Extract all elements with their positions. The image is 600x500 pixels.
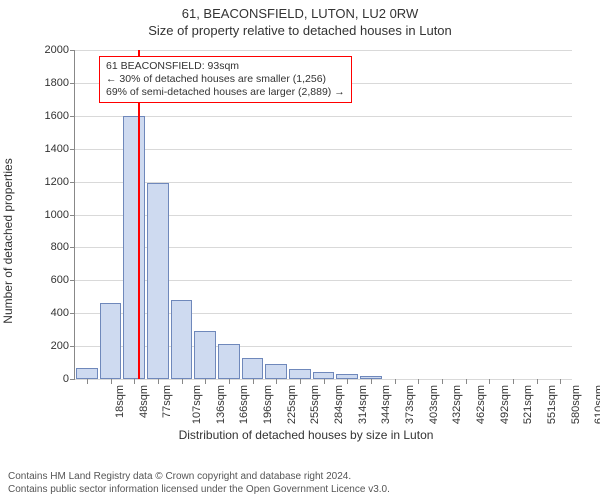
gridline	[75, 149, 572, 150]
y-tick-mark	[70, 116, 75, 117]
x-tick-label: 255sqm	[309, 385, 321, 424]
x-tick-label: 551sqm	[546, 385, 558, 424]
x-tick-mark	[347, 379, 348, 384]
x-tick-label: 225sqm	[286, 385, 298, 424]
x-tick-mark	[87, 379, 88, 384]
y-tick-mark	[70, 215, 75, 216]
x-tick-label: 403sqm	[428, 385, 440, 424]
x-tick-mark	[182, 379, 183, 384]
histogram-bar	[76, 368, 98, 380]
x-tick-label: 610sqm	[593, 385, 600, 424]
histogram-bar	[100, 303, 122, 379]
x-tick-label: 314sqm	[357, 385, 369, 424]
y-tick-mark	[70, 280, 75, 281]
x-tick-label: 580sqm	[570, 385, 582, 424]
gridline	[75, 50, 572, 51]
y-tick-mark	[70, 379, 75, 380]
x-tick-label: 107sqm	[191, 385, 203, 424]
x-tick-mark	[205, 379, 206, 384]
x-tick-label: 373sqm	[404, 385, 416, 424]
page-subtitle: Size of property relative to detached ho…	[0, 21, 600, 38]
histogram-bar	[147, 183, 169, 379]
gridline	[75, 116, 572, 117]
y-tick-label: 1800	[45, 77, 69, 89]
x-tick-mark	[466, 379, 467, 384]
histogram-bar	[265, 364, 287, 379]
y-tick-label: 1000	[45, 209, 69, 221]
y-tick-mark	[70, 346, 75, 347]
x-tick-label: 432sqm	[451, 385, 463, 424]
x-tick-mark	[395, 379, 396, 384]
x-tick-label: 48sqm	[138, 385, 150, 418]
x-tick-mark	[324, 379, 325, 384]
histogram-bar	[218, 344, 240, 379]
footer-line: Contains public sector information licen…	[8, 484, 390, 497]
x-tick-mark	[229, 379, 230, 384]
x-tick-mark	[253, 379, 254, 384]
histogram-bar	[289, 369, 311, 379]
histogram-bar	[242, 358, 264, 379]
y-tick-label: 0	[63, 373, 69, 385]
x-tick-label: 492sqm	[499, 385, 511, 424]
x-tick-label: 344sqm	[380, 385, 392, 424]
y-tick-label: 200	[51, 340, 69, 352]
histogram-bar	[123, 116, 145, 379]
x-tick-mark	[276, 379, 277, 384]
x-tick-mark	[134, 379, 135, 384]
x-tick-mark	[111, 379, 112, 384]
page-title: 61, BEACONSFIELD, LUTON, LU2 0RW	[0, 0, 600, 21]
y-axis-label: Number of detached properties	[1, 158, 15, 323]
x-tick-mark	[371, 379, 372, 384]
histogram-bar	[313, 372, 335, 379]
y-tick-label: 1200	[45, 176, 69, 188]
y-tick-mark	[70, 50, 75, 51]
y-tick-mark	[70, 83, 75, 84]
x-tick-mark	[560, 379, 561, 384]
x-tick-mark	[489, 379, 490, 384]
footer-attribution: Contains HM Land Registry data © Crown c…	[8, 471, 390, 496]
y-tick-label: 600	[51, 274, 69, 286]
x-tick-label: 284sqm	[333, 385, 345, 424]
y-tick-mark	[70, 313, 75, 314]
footer-line: Contains HM Land Registry data © Crown c…	[8, 471, 390, 484]
histogram-bar	[194, 331, 216, 379]
annotation-line: 61 BEACONSFIELD: 93sqm	[106, 60, 345, 73]
x-axis-label: Distribution of detached houses by size …	[179, 428, 434, 442]
x-tick-mark	[513, 379, 514, 384]
x-tick-label: 462sqm	[475, 385, 487, 424]
x-tick-mark	[158, 379, 159, 384]
marker-annotation: 61 BEACONSFIELD: 93sqm ← 30% of detached…	[99, 56, 352, 103]
y-tick-mark	[70, 149, 75, 150]
x-tick-label: 136sqm	[215, 385, 227, 424]
histogram-plot: 61 BEACONSFIELD: 93sqm ← 30% of detached…	[74, 50, 572, 380]
y-tick-label: 1600	[45, 110, 69, 122]
x-tick-label: 166sqm	[238, 385, 250, 424]
y-tick-label: 1400	[45, 143, 69, 155]
x-tick-mark	[418, 379, 419, 384]
y-tick-label: 400	[51, 307, 69, 319]
x-tick-label: 77sqm	[161, 385, 173, 418]
chart-area: Number of detached properties Distributi…	[28, 44, 584, 438]
x-tick-mark	[537, 379, 538, 384]
annotation-line: ← 30% of detached houses are smaller (1,…	[106, 73, 345, 86]
y-tick-label: 800	[51, 241, 69, 253]
y-tick-label: 2000	[45, 44, 69, 56]
histogram-bar	[171, 300, 193, 379]
x-tick-mark	[442, 379, 443, 384]
x-tick-label: 521sqm	[522, 385, 534, 424]
y-tick-mark	[70, 182, 75, 183]
annotation-line: 69% of semi-detached houses are larger (…	[106, 86, 345, 99]
x-tick-label: 18sqm	[114, 385, 126, 418]
x-tick-mark	[300, 379, 301, 384]
y-tick-mark	[70, 247, 75, 248]
x-tick-label: 196sqm	[262, 385, 274, 424]
